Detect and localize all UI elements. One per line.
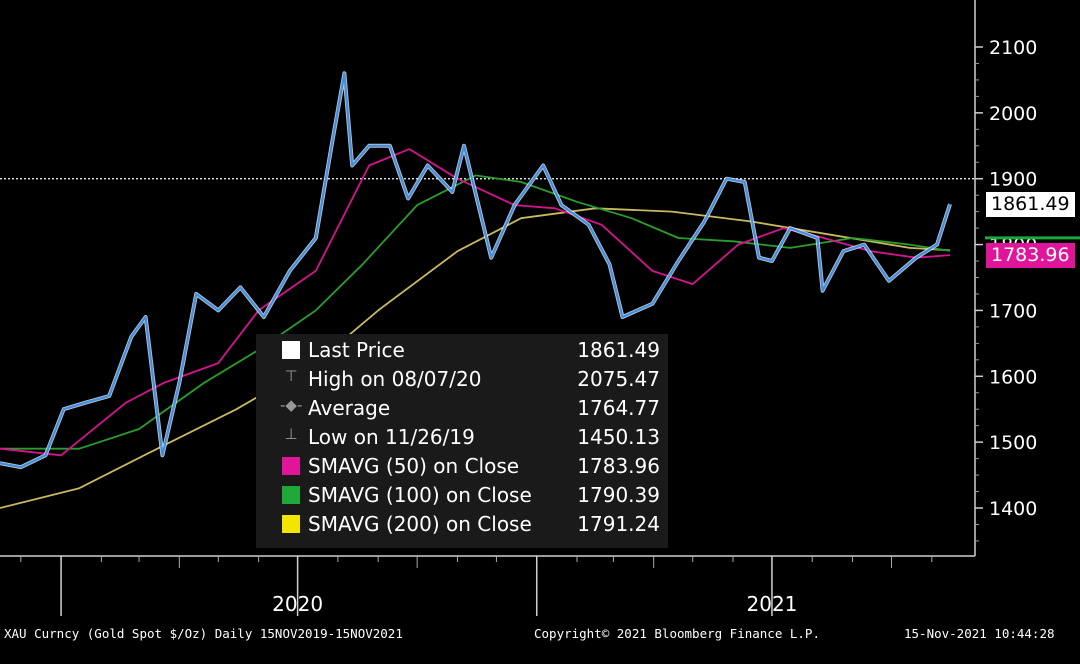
legend-value: 2075.47 (577, 367, 660, 391)
x-year-label: 2021 (747, 592, 798, 616)
legend-row-high: ⊤ High on 08/07/20 2075.47 (256, 365, 668, 394)
y-tick-label: 1500 (989, 432, 1037, 454)
legend-label: Low on 11/26/19 (308, 425, 475, 449)
legend-value: 1791.24 (577, 512, 660, 536)
legend-value: 1783.96 (577, 454, 660, 478)
legend-value: 1861.49 (577, 338, 660, 362)
legend-value: 1764.77 (577, 396, 660, 420)
legend-row-sma100: SMAVG (100) on Close 1790.39 (256, 481, 668, 510)
legend-row-average: -◆- Average 1764.77 (256, 394, 668, 423)
footer-copyright: Copyright© 2021 Bloomberg Finance L.P. (534, 626, 820, 641)
legend-row-low: ⊥ Low on 11/26/19 1450.13 (256, 423, 668, 452)
sma50-swatch (282, 457, 300, 475)
y-tick-label: 2100 (989, 37, 1037, 59)
legend-row-sma50: SMAVG (50) on Close 1783.96 (256, 452, 668, 481)
footer-timestamp: 15-Nov-2021 10:44:28 (904, 626, 1055, 641)
legend-box: Last Price 1861.49 ⊤ High on 08/07/20 20… (256, 334, 668, 548)
x-year-label: 2020 (272, 592, 323, 616)
y-tick-label: 1900 (989, 169, 1037, 191)
sma200-line (0, 207, 951, 509)
legend-value: 1790.39 (577, 483, 660, 507)
last-price-line (0, 72, 952, 469)
last-price-axis-tag: 1861.49 (986, 191, 1075, 217)
sma50-axis-tag: 1783.96 (986, 242, 1075, 268)
average-icon: -◆- (280, 396, 303, 414)
y-tick-label: 1700 (989, 300, 1037, 322)
y-tick-label: 1400 (989, 498, 1037, 520)
sma100-swatch (282, 486, 300, 504)
sma100-line (0, 174, 951, 450)
legend-label: High on 08/07/20 (308, 367, 482, 391)
legend-label: SMAVG (200) on Close (308, 512, 532, 536)
high-icon: ⊤ (284, 367, 298, 385)
legend-label: Last Price (308, 338, 405, 362)
low-icon: ⊥ (284, 425, 298, 443)
legend-value: 1450.13 (577, 425, 660, 449)
legend-row-last-price: Last Price 1861.49 (256, 336, 668, 365)
last-price-swatch (282, 341, 300, 359)
y-tick-label: 2000 (989, 103, 1037, 125)
legend-label: SMAVG (50) on Close (308, 454, 520, 478)
legend-label: Average (308, 396, 391, 420)
y-tick-label: 1600 (989, 366, 1037, 388)
legend-row-sma200: SMAVG (200) on Close 1791.24 (256, 510, 668, 539)
sma200-swatch (282, 515, 300, 533)
footer-ticker: XAU Curncy (Gold Spot $/Oz) Daily 15NOV2… (4, 626, 403, 641)
legend-label: SMAVG (100) on Close (308, 483, 532, 507)
